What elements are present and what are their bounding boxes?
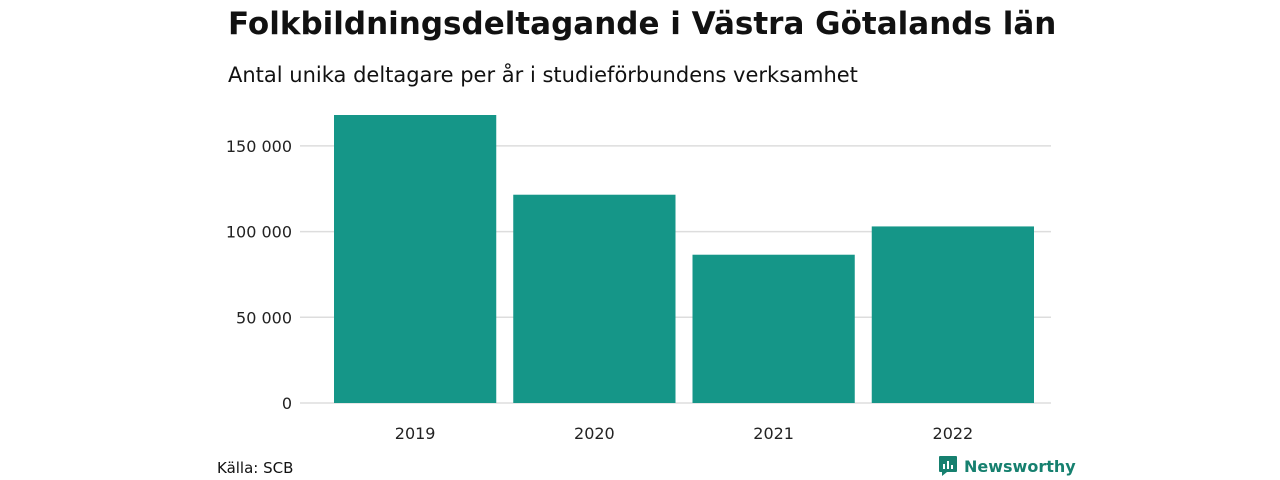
brand-logo: Newsworthy xyxy=(938,455,1076,477)
x-tick-label: 2020 xyxy=(574,424,615,443)
x-tick-label: 2021 xyxy=(753,424,794,443)
y-tick-label: 50 000 xyxy=(236,308,292,327)
y-tick-label: 0 xyxy=(282,394,292,413)
bar xyxy=(334,115,497,403)
y-tick-label: 100 000 xyxy=(226,223,292,242)
bar xyxy=(871,226,1034,403)
x-tick-label: 2019 xyxy=(395,424,436,443)
newsworthy-logo-icon xyxy=(939,456,957,476)
bar xyxy=(692,254,855,403)
chart-title: Folkbildningsdeltagande i Västra Götalan… xyxy=(228,6,1057,42)
y-tick-label: 150 000 xyxy=(226,137,292,156)
source-note: Källa: SCB xyxy=(217,459,294,477)
x-tick-label: 2022 xyxy=(933,424,974,443)
bar xyxy=(513,194,676,403)
chart-subtitle: Antal unika deltagare per år i studieför… xyxy=(228,63,858,87)
brand-name: Newsworthy xyxy=(964,456,1076,476)
